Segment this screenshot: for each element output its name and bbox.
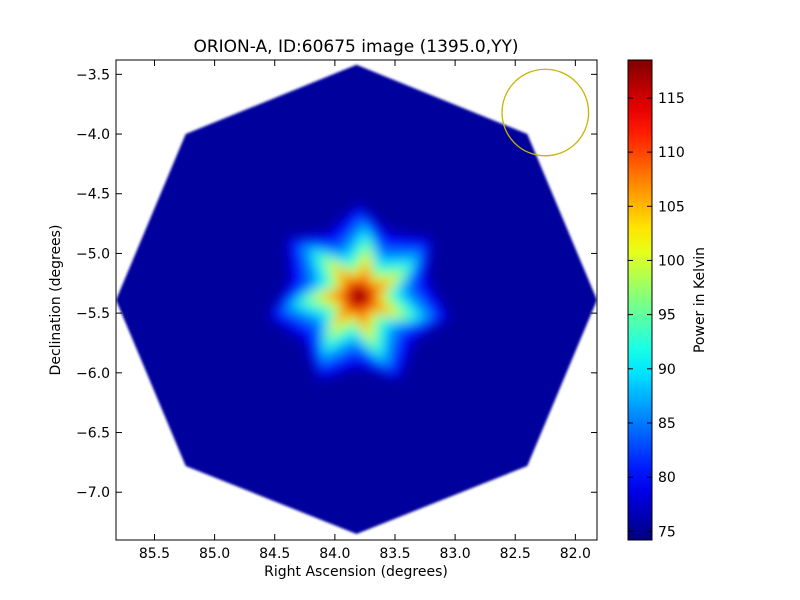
- colorbar-tick-label: 95: [658, 308, 676, 324]
- chart-title: ORION-A, ID:60675 image (1395.0,YY): [193, 37, 518, 57]
- x-tick-label: 83.0: [440, 546, 471, 562]
- y-axis-label: Declination (degrees): [48, 225, 64, 376]
- x-axis: 85.5 85.0 84.5 84.0 83.5 83.0 82.5 82.0: [139, 60, 591, 562]
- colorbar-frame: [627, 59, 653, 541]
- beam-circle: [501, 68, 590, 157]
- y-tick-label: −6.0: [76, 366, 110, 382]
- y-tick-label: −7.0: [76, 485, 110, 501]
- x-tick-label: 85.5: [139, 546, 170, 562]
- colorbar-tick-label: 80: [658, 470, 676, 486]
- x-tick-label: 82.5: [500, 546, 531, 562]
- intensity-peak: [269, 204, 449, 380]
- colorbar-tick-label: 75: [658, 524, 676, 540]
- colorbar-tick-label: 105: [658, 199, 685, 215]
- colorbar-label: Power in Kelvin: [692, 247, 708, 353]
- peak-contour: [349, 287, 369, 307]
- colorbar-gradient: [628, 60, 652, 540]
- y-tick-label: −4.0: [76, 127, 110, 143]
- colorbar: 75 80 85 90 95 100 105 110 115: [627, 59, 685, 541]
- plot-area: [116, 64, 597, 535]
- y-tick-label: −4.5: [76, 187, 110, 203]
- colorbar-tick-label: 115: [658, 91, 685, 107]
- x-axis-label: Right Ascension (degrees): [264, 564, 448, 580]
- x-tick-label: 84.5: [259, 546, 290, 562]
- colorbar-tick-label: 90: [658, 362, 676, 378]
- y-tick-label: −6.5: [76, 426, 110, 442]
- x-tick-label: 84.0: [319, 546, 350, 562]
- y-axis: −3.5 −4.0 −4.5 −5.0 −5.5 −6.0 −6.5 −7.0: [76, 67, 597, 501]
- x-tick-label: 82.0: [560, 546, 591, 562]
- colorbar-ticks: 75 80 85 90 95 100 105 110 115: [628, 91, 685, 540]
- y-tick-label: −3.5: [76, 67, 110, 83]
- plot-frame: [115, 59, 598, 541]
- colorbar-tick-label: 85: [658, 416, 676, 432]
- x-tick-label: 85.0: [199, 546, 230, 562]
- colorbar-tick-label: 100: [658, 253, 685, 269]
- y-tick-label: −5.0: [76, 246, 110, 262]
- y-tick-label: −5.5: [76, 306, 110, 322]
- colorbar-tick-label: 110: [658, 145, 685, 161]
- x-tick-label: 83.5: [379, 546, 410, 562]
